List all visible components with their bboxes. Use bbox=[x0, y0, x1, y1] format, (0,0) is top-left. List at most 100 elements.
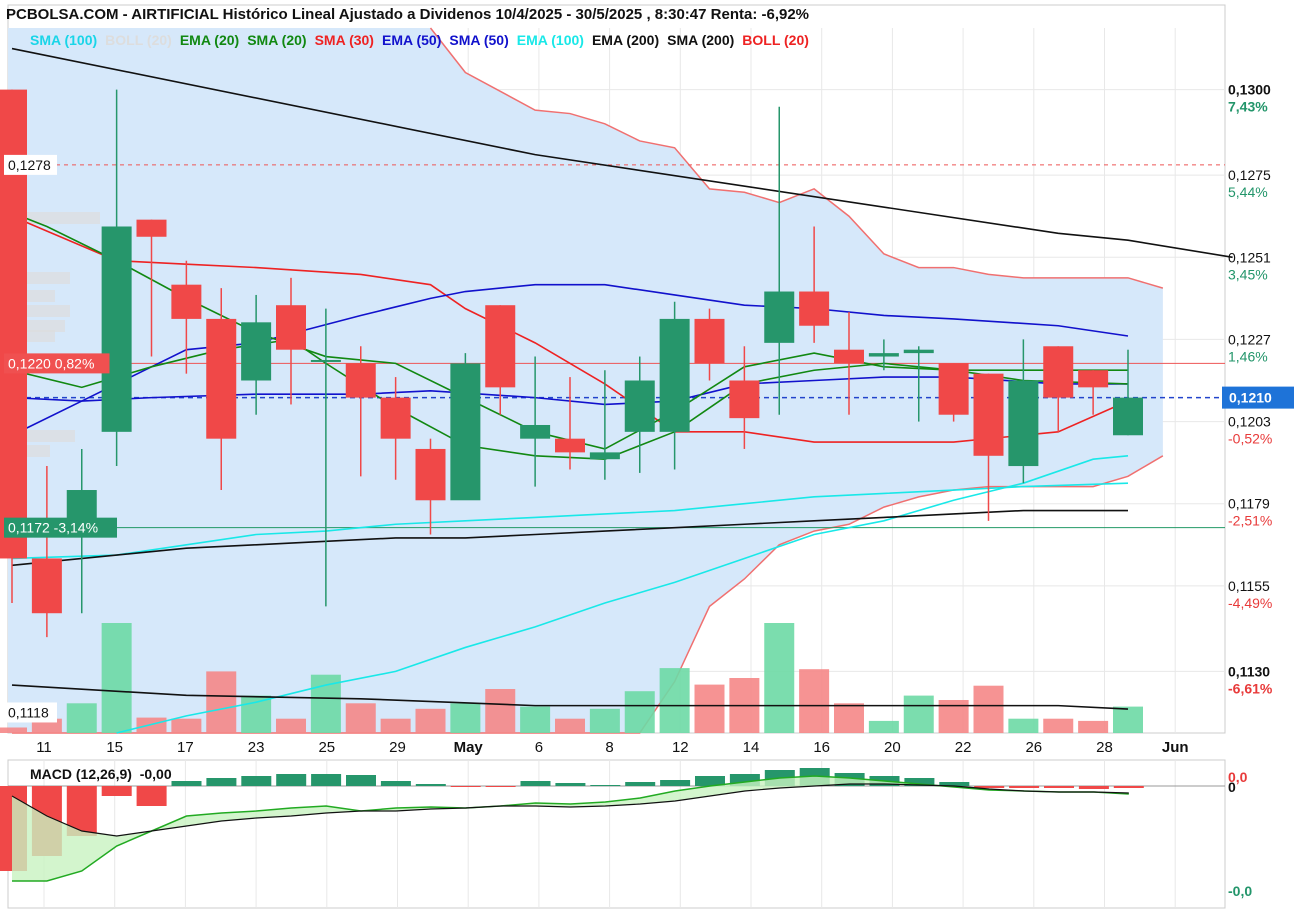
legend-item-6[interactable]: SMA (50) bbox=[449, 32, 509, 48]
macd-axis-zero: 0 bbox=[1228, 779, 1236, 795]
x-tick-label: 12 bbox=[672, 739, 689, 756]
volume-bar bbox=[1043, 718, 1074, 733]
macd-hist-bar bbox=[450, 786, 481, 787]
y-tick-pct: -4,49% bbox=[1228, 595, 1272, 611]
macd-hist-bar bbox=[311, 774, 342, 786]
y-tick-pct: 7,43% bbox=[1228, 99, 1268, 115]
legend-item-4[interactable]: SMA (30) bbox=[314, 32, 374, 48]
candle-body bbox=[241, 322, 272, 381]
volume-bar bbox=[764, 623, 795, 733]
volume-bar bbox=[799, 669, 830, 733]
candle-body bbox=[450, 363, 481, 501]
y-tick-pct: -6,61% bbox=[1228, 680, 1273, 696]
volume-bar bbox=[520, 706, 551, 733]
chart-title: PCBOLSA.COM - AIRTIFICIAL Histórico Line… bbox=[6, 6, 810, 23]
macd-hist-bar bbox=[660, 780, 691, 786]
macd-hist-bar bbox=[1044, 786, 1074, 788]
legend-item-7[interactable]: EMA (100) bbox=[516, 32, 584, 48]
y-tick-pct: -0,52% bbox=[1228, 431, 1272, 447]
candle-body bbox=[310, 359, 341, 362]
volume-bar bbox=[694, 684, 725, 733]
macd-hist-bar bbox=[625, 782, 656, 786]
candle-body bbox=[171, 284, 202, 319]
candle-body bbox=[1113, 397, 1143, 436]
volume-bar bbox=[659, 668, 690, 733]
x-tick-label: 16 bbox=[813, 739, 830, 756]
volume-bar bbox=[206, 671, 237, 733]
macd-hist-bar bbox=[171, 781, 202, 786]
candle-body bbox=[206, 318, 237, 439]
volume-bar bbox=[241, 695, 272, 733]
legend-item-1[interactable]: BOLL (20) bbox=[105, 32, 172, 48]
macd-fill bbox=[12, 776, 1129, 881]
macd-hist-bar bbox=[904, 778, 935, 786]
candle-body bbox=[1043, 346, 1074, 398]
legend-item-9[interactable]: SMA (200) bbox=[667, 32, 735, 48]
x-tick-label: Jun bbox=[1162, 739, 1189, 756]
candle-body bbox=[938, 363, 969, 415]
candle-body bbox=[589, 452, 620, 460]
macd-signal-line bbox=[11, 783, 1129, 837]
current-price-tag-label: 0,1210 bbox=[1229, 390, 1272, 406]
macd-hist-bar bbox=[101, 786, 132, 796]
price-tag-bg bbox=[4, 517, 117, 538]
candle-body bbox=[380, 397, 411, 439]
candle-body bbox=[1078, 370, 1109, 388]
candle-body bbox=[903, 349, 934, 354]
legend-item-0[interactable]: SMA (100) bbox=[30, 32, 98, 48]
y-tick-pct: 5,44% bbox=[1228, 184, 1268, 200]
macd-hist-bar bbox=[555, 783, 586, 786]
macd-axis-bottom: -0,0 bbox=[1228, 883, 1252, 899]
legend-item-5[interactable]: EMA (50) bbox=[381, 32, 442, 48]
volume-bar bbox=[973, 685, 1004, 733]
y-tick-label: 0,1155 bbox=[1228, 578, 1270, 594]
candle-body bbox=[31, 558, 62, 614]
candle-body bbox=[973, 373, 1004, 456]
x-tick-label: 14 bbox=[743, 739, 760, 756]
volume-bar bbox=[171, 718, 202, 733]
current-price-tag-bg bbox=[1222, 386, 1294, 409]
candle-body bbox=[485, 305, 516, 388]
price-tag-bg bbox=[4, 702, 57, 723]
x-tick-label: 17 bbox=[177, 739, 194, 756]
volume-bar bbox=[101, 623, 132, 733]
legend-item-2[interactable]: EMA (20) bbox=[179, 32, 240, 48]
bollinger-lower-line bbox=[12, 455, 1164, 734]
macd-name: MACD (12,26,9) bbox=[30, 766, 132, 782]
macd-hist-bar bbox=[1078, 786, 1109, 789]
y-tick-label: 0,1275 bbox=[1228, 167, 1271, 183]
macd-hist-bar bbox=[206, 778, 237, 786]
legend-item-8[interactable]: EMA (200) bbox=[591, 32, 660, 48]
volume-bar bbox=[415, 708, 446, 733]
candle-body bbox=[799, 291, 830, 326]
candle-body bbox=[659, 318, 690, 432]
candle-body bbox=[729, 380, 760, 419]
macd-hist-bar bbox=[415, 784, 446, 786]
y-tick-label: 0,1251 bbox=[1228, 249, 1271, 265]
y-tick-label: 0,1179 bbox=[1228, 496, 1270, 512]
volume-bar bbox=[1113, 706, 1143, 733]
indicator-line-volume_ma bbox=[11, 684, 1129, 710]
volume-bar bbox=[1008, 718, 1039, 733]
price-tag-label: 0,1172 -3,14% bbox=[8, 520, 98, 536]
x-tick-label: 29 bbox=[389, 739, 406, 756]
candle-body bbox=[136, 219, 167, 237]
y-tick-pct: 3,45% bbox=[1228, 266, 1268, 282]
macd-label: MACD (12,26,9) -0,00 bbox=[30, 766, 172, 782]
macd-hist-bar bbox=[380, 781, 411, 786]
legend-item-10[interactable]: BOLL (20) bbox=[742, 32, 809, 48]
candle-body bbox=[276, 305, 306, 350]
candle-body bbox=[764, 291, 795, 343]
legend-item-3[interactable]: SMA (20) bbox=[247, 32, 307, 48]
macd-hist-bar bbox=[974, 786, 1005, 788]
y-tick-label: 0,1227 bbox=[1228, 331, 1271, 347]
x-tick-label: 11 bbox=[36, 739, 52, 756]
candle-body bbox=[868, 353, 899, 357]
macd-hist-bar bbox=[485, 786, 516, 787]
volume-bar bbox=[624, 691, 655, 733]
indicator-line-sma200 bbox=[11, 47, 1233, 259]
indicator-line-ema200 bbox=[11, 509, 1128, 567]
volume-bar bbox=[555, 718, 585, 733]
volume-bar bbox=[868, 720, 899, 733]
